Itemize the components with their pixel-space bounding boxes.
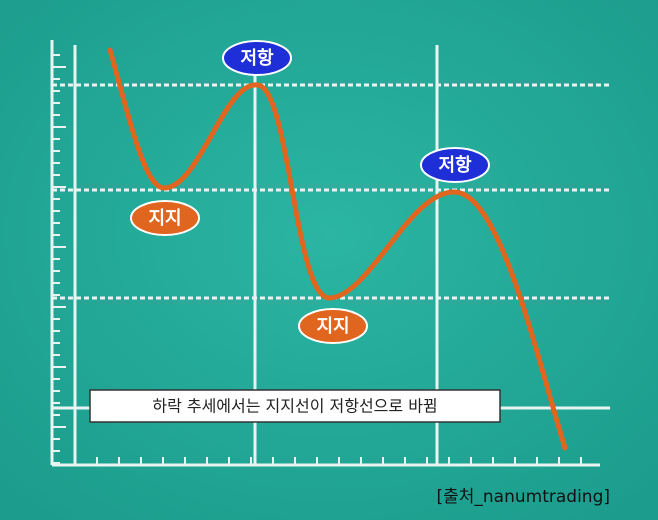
- caption-box: [89, 389, 501, 423]
- source: [출처_nanumtrading]: [437, 487, 611, 507]
- label-text: 저항: [438, 155, 472, 176]
- label-bubble: [420, 147, 490, 183]
- label-bubble: [298, 308, 368, 344]
- label-bubble: [130, 200, 200, 236]
- label-text: 저항: [240, 48, 274, 69]
- label-text: 지지: [148, 208, 181, 229]
- caption: 하락 추세에서는 지지선이 저항선으로 바뀜: [152, 397, 437, 416]
- label-text: 지지: [316, 316, 349, 337]
- label-bubble: [222, 40, 292, 76]
- ticks: [52, 54, 582, 465]
- label-support: 지지: [130, 200, 200, 236]
- label-support: 지지: [298, 308, 368, 344]
- price-curve: [107, 47, 568, 451]
- label-resistance: 저항: [420, 147, 490, 183]
- label-resistance: 저항: [222, 40, 292, 76]
